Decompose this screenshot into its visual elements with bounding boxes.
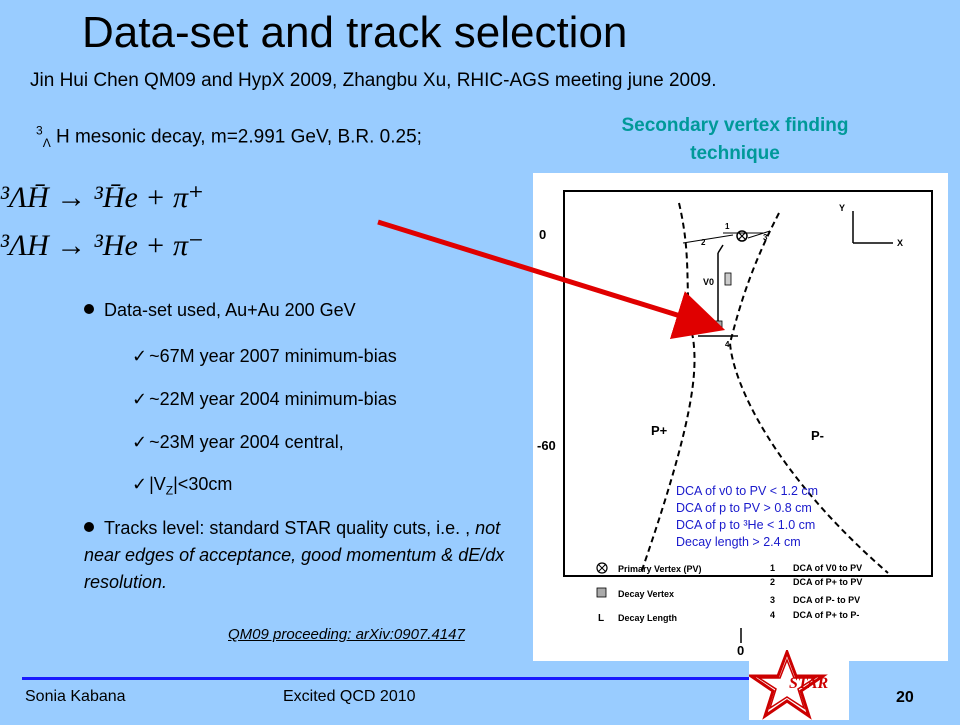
dca-cuts: DCA of v0 to PV < 1.2 cm DCA of p to PV … [676,483,818,551]
tick-label-0: 0 [539,227,546,242]
authors-line: Jin Hui Chen QM09 and HypX 2009, Zhangbu… [30,70,717,91]
star-logo: STAR [746,647,849,720]
dca-cut-line: DCA of v0 to PV < 1.2 cm [676,484,819,498]
tick-label-60: -60 [537,438,556,453]
legend-l-icon: L [598,613,604,624]
dca-number-4: 4 [725,340,730,349]
list-item-text: ~23M year 2004 central, [149,432,344,452]
checkmark-icon: ✓ [132,474,148,494]
dca-number-1: 1 [725,222,730,231]
legend-item: Decay Vertex [618,589,674,599]
list-item: ✓ ~23M year 2004 central, [132,432,344,453]
footer-conference: Excited QCD 2010 [283,688,416,705]
legend-item: Primary Vertex (PV) [618,564,702,574]
equation-antihypertriton: ³ΛH̄ → ³H̄e + π⁺ [0,181,204,214]
legend-item: DCA of P+ to P- [793,610,859,620]
page-title: Data-set and track selection [82,8,628,57]
bullet-tracks: Tracks level: standard STAR quality cuts… [84,515,524,596]
decay-description: 3Λ H mesonic decay, m=2.991 GeV, B.R. 0.… [36,124,422,150]
page-number: 20 [896,689,914,706]
vz-pre: |V [149,474,166,494]
list-item: ✓ ~67M year 2007 minimum-bias [132,346,397,367]
dca-line-3 [747,230,771,239]
footer-author: Sonia Kabana [25,688,126,705]
logo-text: STAR [789,675,828,692]
vz-post: |<30cm [173,474,233,494]
equation-hypertriton: ³ΛH → ³He + π⁻ [0,229,204,262]
checkmark-icon: ✓ [132,389,148,409]
legend-item: DCA of P+ to PV [793,577,862,587]
arrow-line [377,219,726,339]
legend-item: DCA of P- to PV [793,595,860,605]
bullet-dataset-text: Data-set used, Au+Au 200 GeV [104,300,356,320]
legend-number: 1 [770,563,775,573]
decay-text: H mesonic decay, m=2.991 GeV, B.R. 0.25; [55,126,422,148]
secondary-vertex-title: Secondary vertex finding technique [621,115,849,164]
y-axis-label: Y [839,203,845,213]
track-p-plus [640,202,696,574]
dca-cut-line: DCA of p to PV > 0.8 cm [676,501,812,515]
bullet-dot-icon [84,522,94,532]
track-p-minus [728,212,889,574]
bullet-dataset: Data-set used, Au+Au 200 GeV [84,300,356,321]
tick-label-0-bottom: 0 [737,643,744,658]
bullet-dot-icon [84,304,94,314]
decay-length-marker [724,272,732,286]
dca-cut-line: Decay length > 2.4 cm [676,535,801,549]
list-item-text: ~22M year 2004 minimum-bias [149,389,397,409]
v0-line-top [717,244,724,254]
vertex-diagram: Y X 0 -60 0 V0 L 1 2 3 4 P+ P- [533,173,948,661]
tracks-text-italic: not near edges of acceptance, good momen… [84,518,505,592]
x-axis-label: X [897,238,903,248]
list-item-text: ~67M year 2007 minimum-bias [149,346,397,366]
vertex-diagram-svg: Y X 0 -60 0 V0 L 1 2 3 4 P+ P- [537,190,933,658]
dca-number-2: 2 [701,238,706,247]
checkmark-icon: ✓ [132,346,148,366]
legend-item: Decay Length [618,613,677,623]
dca-number-3: 3 [763,233,768,242]
decay-subscript: Λ [42,136,51,151]
star-logo-icon: STAR [746,647,828,720]
list-item-vz: ✓ |VZ|<30cm [132,474,232,498]
vz-sub: Z [165,483,174,498]
v0-label: V0 [703,277,714,287]
legend-number: 2 [770,577,775,587]
legend-number: 4 [770,610,775,620]
decay-superscript: 3 [36,124,43,138]
legend-pv-cross-b [597,563,607,573]
dca-cut-line: DCA of p to ³He < 1.0 cm [676,518,816,532]
legend-item: DCA of V0 to PV [793,563,862,573]
list-item: ✓ ~22M year 2004 minimum-bias [132,389,397,410]
tracks-text: Tracks level: standard STAR quality cuts… [104,518,476,538]
checkmark-icon: ✓ [132,432,148,452]
reference-link[interactable]: QM09 proceeding: arXiv:0907.4147 [228,626,465,643]
p-minus-label: P- [811,428,824,443]
legend-number: 3 [770,595,775,605]
footer-divider [22,677,848,680]
legend-dv-icon [596,587,607,598]
diagram-frame [563,190,933,577]
p-plus-label: P+ [651,423,668,438]
dca-line-2 [682,234,734,244]
